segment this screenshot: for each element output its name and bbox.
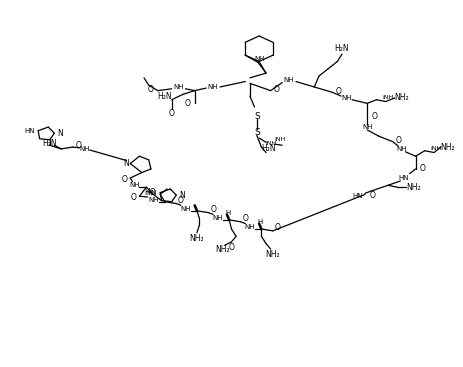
Text: NH₂: NH₂	[394, 94, 409, 102]
Text: O: O	[131, 193, 137, 202]
Text: HN: HN	[353, 193, 363, 199]
Text: NH: NH	[284, 77, 294, 83]
Text: O: O	[335, 87, 341, 96]
Text: NH: NH	[148, 197, 158, 203]
Text: iNH: iNH	[382, 95, 394, 101]
Text: O: O	[122, 175, 128, 184]
Text: O: O	[75, 142, 81, 150]
Text: NH: NH	[213, 215, 223, 221]
Text: N: N	[57, 129, 63, 138]
Text: NH₂: NH₂	[190, 234, 204, 243]
Text: O: O	[419, 164, 425, 174]
Text: NH: NH	[396, 146, 407, 152]
Text: HO: HO	[144, 188, 156, 197]
Text: HN: HN	[399, 175, 409, 181]
Text: O: O	[210, 205, 216, 214]
Text: NH₂: NH₂	[215, 244, 230, 254]
Text: NH₂: NH₂	[440, 142, 455, 152]
Text: NH: NH	[341, 95, 352, 101]
Text: HN: HN	[146, 190, 156, 196]
Text: O: O	[148, 85, 154, 94]
Text: iNH: iNH	[431, 146, 442, 151]
Text: NH: NH	[362, 124, 373, 130]
Text: N: N	[123, 159, 129, 168]
Text: NH₂: NH₂	[406, 183, 420, 192]
Text: H₂N: H₂N	[157, 92, 172, 101]
Text: O: O	[185, 99, 191, 108]
Text: NH: NH	[180, 206, 191, 212]
Text: O: O	[273, 85, 279, 94]
Text: NH: NH	[79, 146, 89, 152]
Text: H: H	[225, 210, 231, 217]
Text: O: O	[275, 224, 281, 232]
Text: O: O	[169, 109, 175, 118]
Text: O: O	[229, 243, 234, 252]
Text: iNH: iNH	[265, 141, 276, 146]
Text: O: O	[395, 136, 401, 145]
Text: H₂N: H₂N	[43, 139, 57, 148]
Text: NH: NH	[173, 84, 184, 90]
Text: O: O	[370, 190, 376, 200]
Text: NH: NH	[130, 182, 140, 188]
Text: NH: NH	[254, 56, 265, 62]
Text: S: S	[254, 128, 260, 137]
Text: H₂N: H₂N	[335, 44, 349, 53]
Text: H₂N: H₂N	[261, 144, 275, 153]
Text: N: N	[180, 190, 185, 200]
Text: H: H	[257, 219, 263, 225]
Text: O: O	[242, 214, 248, 224]
Text: O: O	[371, 112, 377, 121]
Text: HN: HN	[24, 128, 35, 134]
Text: NH₂: NH₂	[266, 250, 280, 259]
Text: NH: NH	[208, 84, 219, 90]
Text: S: S	[254, 112, 260, 121]
Text: iNH: iNH	[274, 137, 286, 142]
Text: NH: NH	[244, 224, 255, 230]
Text: O: O	[178, 196, 184, 205]
